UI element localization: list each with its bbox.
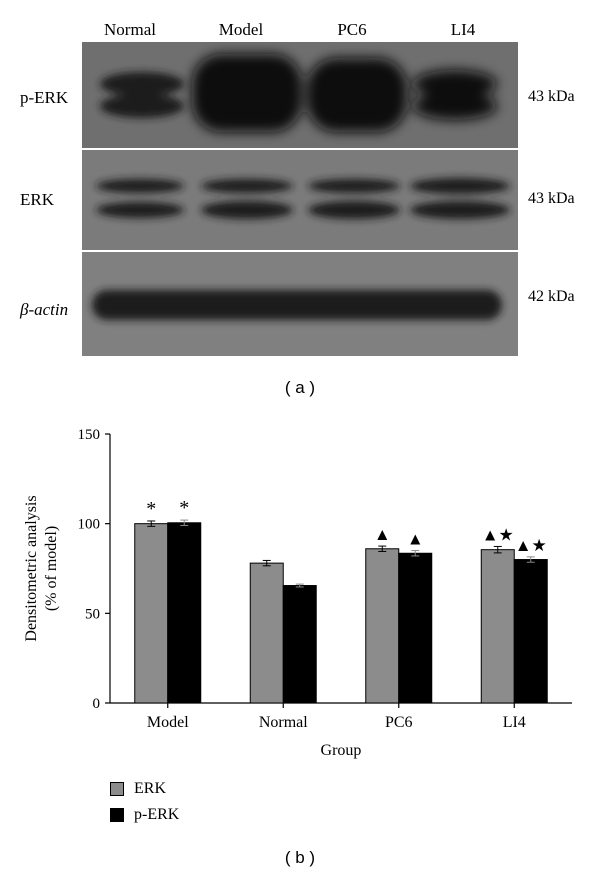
significance-marker: *: [146, 498, 156, 520]
blot-strip-actin: [82, 252, 518, 356]
x-axis-label: Group: [321, 742, 362, 759]
lane-label-normal: Normal: [104, 20, 156, 39]
legend-swatch-erk: [110, 782, 124, 796]
x-tick-label: Model: [147, 714, 189, 731]
legend-item-perk: p-ERK: [110, 806, 179, 824]
bar-erk-normal: [249, 562, 284, 704]
lane-label-pc6: PC6: [337, 20, 367, 39]
kda-label-erk: 43 kDa: [528, 190, 575, 207]
caption-a: ( a ): [284, 378, 316, 397]
bar-p-erk-model: [167, 522, 202, 704]
significance-marker: *: [179, 497, 189, 519]
y-tick-label: 100: [78, 517, 101, 533]
legend-item-erk: ERK: [110, 780, 166, 798]
kda-label-perk: 43 kDa: [528, 88, 575, 105]
bar-erk-li4: [480, 549, 515, 704]
y-tick-label: 50: [85, 606, 100, 622]
kda-label-actin: 42 kDa: [528, 288, 575, 305]
row-label-actin: β-actin: [20, 300, 69, 319]
caption-b: ( b ): [284, 848, 316, 867]
y-axis-label-line2: (% of model): [43, 526, 60, 611]
y-tick-label: 0: [93, 696, 101, 712]
significance-marker: ▲★: [515, 536, 547, 555]
bar-erk-model: [134, 523, 169, 704]
significance-marker: ▲: [374, 525, 391, 544]
blot-strip-perk: [82, 42, 518, 148]
lane-label-model: Model: [218, 20, 264, 39]
bar-erk-pc6: [365, 548, 400, 704]
legend-label-perk: p-ERK: [134, 806, 180, 823]
blot-strip-erk: [82, 150, 518, 250]
bar-p-erk-normal: [282, 585, 317, 704]
bar-p-erk-li4: [513, 559, 548, 704]
significance-marker: ▲: [407, 530, 424, 549]
legend-label-erk: ERK: [134, 780, 166, 797]
bar-p-erk-pc6: [398, 552, 433, 704]
legend-swatch-perk: [110, 808, 124, 822]
row-label-perk: p-ERK: [20, 88, 69, 107]
lane-label-li4: LI4: [450, 20, 476, 39]
blot-image: [82, 42, 518, 356]
y-tick-label: 150: [78, 427, 101, 443]
row-label-erk: ERK: [20, 190, 54, 209]
y-axis-label-line1: Densitometric analysis: [23, 495, 40, 641]
x-tick-label: LI4: [503, 714, 526, 731]
x-tick-label: PC6: [385, 714, 413, 731]
significance-marker: ▲★: [482, 525, 514, 544]
densitometry-chart: 0 50 100 150 Densitometric analysis (% of mod…: [23, 427, 572, 759]
x-tick-label: Normal: [259, 714, 308, 731]
